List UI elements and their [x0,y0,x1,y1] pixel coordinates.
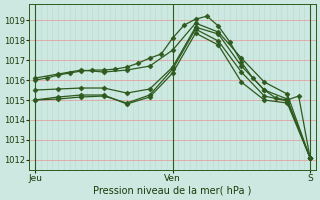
X-axis label: Pression niveau de la mer( hPa ): Pression niveau de la mer( hPa ) [93,186,252,196]
